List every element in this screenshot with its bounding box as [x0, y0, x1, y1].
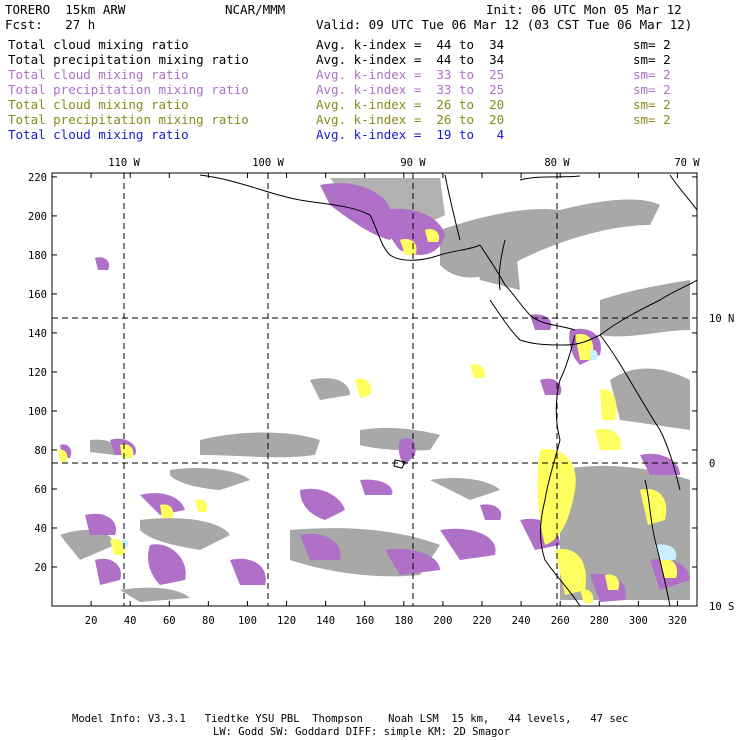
- x-tick-label: 40: [124, 615, 137, 627]
- model-title: TORERO 15km ARW: [5, 2, 126, 17]
- x-tick-label: 280: [590, 615, 609, 627]
- init-time: Init: 06 UTC Mon 05 Mar 12: [486, 2, 682, 17]
- x-tick-label: 200: [433, 615, 452, 627]
- legend-avg: Avg. k-index = 19 to 4: [316, 127, 505, 142]
- latitude-labels: 10 N 0 10 S: [709, 313, 734, 613]
- longitude-label: 100 W: [252, 157, 284, 169]
- axis-ticks: [52, 173, 697, 606]
- longitude-labels: 110 W 100 W 90 W 80 W 70 W: [108, 157, 700, 169]
- latitude-label: 10 S: [709, 601, 734, 613]
- cloud-gray-areas: [60, 178, 690, 602]
- latitude-label: 0: [709, 458, 715, 470]
- longitude-label: 80 W: [544, 157, 570, 169]
- legend-sm: sm= 2: [633, 37, 671, 52]
- center-name: NCAR/MMM: [225, 2, 286, 17]
- y-tick-labels: 20 40 60 80 100 120 140 160 180 200 220: [28, 172, 47, 574]
- legend-field: Total precipitation mixing ratio: [8, 82, 249, 97]
- model-info-line1: Model Info: V3.3.1 Tiedtke YSU PBL Thomp…: [72, 713, 629, 725]
- y-tick-label: 180: [28, 250, 47, 262]
- legend-sm: sm= 2: [633, 112, 671, 127]
- cyan-areas: [122, 349, 677, 560]
- x-tick-label: 180: [394, 615, 413, 627]
- x-tick-label: 140: [316, 615, 335, 627]
- legend-field: Total cloud mixing ratio: [8, 97, 189, 112]
- graticule: [52, 173, 697, 606]
- y-tick-label: 200: [28, 211, 47, 223]
- field-overlay: [58, 174, 697, 606]
- x-tick-label: 240: [512, 615, 531, 627]
- legend-sm: sm= 2: [633, 97, 671, 112]
- legend-avg: Avg. k-index = 33 to 25: [316, 82, 505, 97]
- legend-field: Total cloud mixing ratio: [8, 127, 189, 142]
- longitude-label: 90 W: [400, 157, 426, 169]
- x-tick-label: 220: [473, 615, 492, 627]
- legend-avg: Avg. k-index = 26 to 20: [316, 112, 505, 127]
- y-tick-label: 80: [34, 445, 47, 457]
- legend-sm: sm= 2: [633, 52, 671, 67]
- legend-avg: Avg. k-index = 44 to 34: [316, 37, 505, 52]
- legend-avg: Avg. k-index = 26 to 20: [316, 97, 505, 112]
- model-info-line2: LW: Godd SW: Goddard DIFF: simple KM: 2D…: [213, 726, 511, 738]
- x-tick-label: 60: [163, 615, 176, 627]
- legend-avg: Avg. k-index = 33 to 25: [316, 67, 505, 82]
- legend-field: Total cloud mixing ratio: [8, 67, 189, 82]
- x-tick-label: 20: [85, 615, 98, 627]
- legend-avg: Avg. k-index = 44 to 34: [316, 52, 505, 67]
- x-tick-label: 300: [629, 615, 648, 627]
- y-tick-label: 220: [28, 172, 47, 184]
- forecast-hour: Fcst: 27 h: [5, 17, 96, 32]
- coastlines: [199, 174, 697, 606]
- y-tick-label: 40: [34, 523, 47, 535]
- y-tick-label: 120: [28, 367, 47, 379]
- longitude-label: 110 W: [108, 157, 140, 169]
- x-tick-label: 320: [668, 615, 687, 627]
- x-tick-label: 100: [238, 615, 257, 627]
- y-tick-label: 140: [28, 328, 47, 340]
- valid-time: Valid: 09 UTC Tue 06 Mar 12 (03 CST Tue …: [316, 17, 693, 32]
- x-tick-labels: 20 40 60 80 100 120 140 160 180 200 220 240 260 280 30…: [85, 615, 687, 627]
- y-tick-label: 100: [28, 406, 47, 418]
- legend-sm: sm= 2: [633, 82, 671, 97]
- x-tick-label: 260: [551, 615, 570, 627]
- y-tick-label: 60: [34, 484, 47, 496]
- x-tick-label: 160: [355, 615, 374, 627]
- longitude-label: 70 W: [674, 157, 700, 169]
- x-tick-label: 120: [277, 615, 296, 627]
- legend-sm: sm= 2: [633, 67, 671, 82]
- y-tick-label: 160: [28, 289, 47, 301]
- latitude-label: 10 N: [709, 313, 734, 325]
- legend-field: Total precipitation mixing ratio: [8, 112, 249, 127]
- map-frame: [51, 172, 698, 607]
- y-tick-label: 20: [34, 562, 47, 574]
- legend-field: Total precipitation mixing ratio: [8, 52, 249, 67]
- legend-field: Total cloud mixing ratio: [8, 37, 189, 52]
- x-tick-label: 80: [202, 615, 215, 627]
